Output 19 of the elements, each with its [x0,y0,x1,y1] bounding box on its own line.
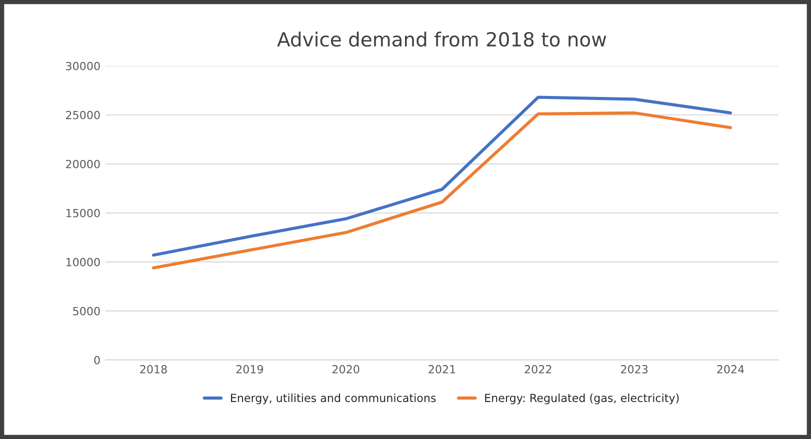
chart-title: Advice demand from 2018 to now [277,32,606,47]
x-tick-label: 2022 [524,365,552,374]
x-tick-label: 2021 [428,365,456,374]
y-tick-label: 5000 [73,306,100,316]
x-tick-label: 2019 [236,365,264,374]
x-tick-label: 2020 [332,365,360,374]
x-tick-label: 2018 [140,365,167,374]
x-tick-label: 2024 [717,365,744,374]
x-tick-label: 2023 [620,365,648,374]
y-tick-label: 10000 [66,258,100,266]
legend-label: Energy, utilities and communications [230,394,436,404]
line-series [152,111,732,270]
y-tick-label: 25000 [66,110,100,120]
line-series [152,96,732,257]
y-tick-label: 20000 [66,160,100,168]
y-tick-label: 0 [94,356,100,364]
y-tick-label: 15000 [66,208,100,218]
legend-label: Energy: Regulated (gas, electricity) [485,394,679,404]
y-tick-label: 30000 [66,62,100,70]
